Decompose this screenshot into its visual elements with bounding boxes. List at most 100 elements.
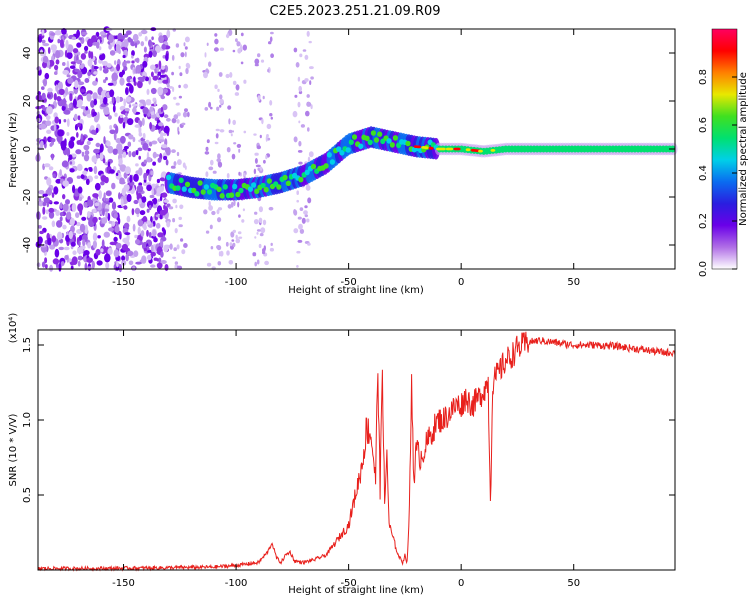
noise-blob — [114, 225, 120, 233]
noise-blob — [118, 192, 121, 200]
noise-blob — [84, 78, 90, 83]
noise-blob — [99, 54, 105, 61]
noise-blob — [260, 59, 265, 63]
noise-blob — [134, 42, 138, 49]
noise-blob — [148, 76, 152, 85]
snr-xlabel: Height of straight line (km) — [288, 585, 424, 596]
noise-blob — [152, 50, 157, 58]
noise-blob — [38, 35, 43, 43]
noise-blob — [141, 217, 147, 222]
noise-blob — [156, 187, 162, 195]
noise-blob — [210, 106, 213, 110]
noise-blob — [95, 127, 99, 133]
noise-blob — [60, 39, 64, 48]
noise-blob — [55, 178, 62, 184]
noise-blob — [153, 237, 158, 243]
noise-blob — [58, 119, 62, 124]
ridge-core — [373, 137, 380, 143]
noise-blob — [235, 238, 241, 244]
ridge-core — [348, 139, 354, 145]
noise-blob — [146, 156, 152, 163]
snr-multiplier: (x10⁴) — [8, 313, 19, 344]
noise-blob — [151, 36, 154, 41]
ridge-core — [251, 182, 257, 188]
noise-blob — [84, 45, 89, 52]
noise-blob — [63, 109, 71, 115]
noise-blob — [293, 209, 298, 216]
noise-blob — [107, 212, 111, 222]
noise-blob — [74, 79, 79, 89]
noise-blob — [47, 87, 53, 93]
noise-blob — [62, 194, 66, 200]
noise-blob — [152, 204, 158, 209]
ridge-core — [329, 159, 335, 165]
noise-blob — [37, 236, 43, 245]
noise-blob — [225, 73, 230, 79]
noise-blob — [107, 115, 112, 120]
noise-blob — [262, 95, 265, 100]
noise-blob — [217, 153, 221, 160]
noise-blob — [86, 140, 91, 146]
noise-blob — [124, 107, 130, 112]
noise-blob — [42, 78, 48, 87]
noise-blob — [226, 250, 230, 256]
noise-blob — [111, 96, 115, 104]
noise-blob — [83, 154, 90, 162]
noise-blob — [228, 118, 231, 125]
noise-blob — [152, 75, 159, 81]
noise-blob — [122, 61, 127, 68]
noise-blob — [304, 205, 308, 209]
noise-blob — [161, 185, 164, 192]
noise-blob — [160, 65, 165, 70]
noise-blob — [117, 217, 121, 225]
noise-blob — [172, 218, 176, 223]
noise-blob — [99, 66, 103, 71]
noise-blob — [58, 246, 65, 251]
noise-blob — [217, 161, 223, 168]
noise-blob — [66, 132, 70, 136]
ridge-core — [345, 147, 351, 153]
noise-blob — [72, 98, 77, 108]
noise-blob — [70, 61, 76, 65]
noise-blob — [132, 106, 137, 114]
noise-blob — [269, 247, 274, 252]
noise-blob — [99, 97, 103, 105]
noise-blob — [186, 111, 190, 118]
noise-blob — [256, 259, 260, 265]
spectrogram-y-ticks: -40 -20 0 20 40 — [22, 47, 675, 253]
noise-blob — [108, 34, 114, 44]
noise-blob — [184, 51, 187, 58]
noise-blob — [42, 61, 47, 69]
noise-blob — [56, 96, 62, 102]
noise-blob — [103, 136, 106, 145]
noise-blob — [66, 118, 70, 127]
noise-blob — [78, 99, 83, 107]
noise-blob — [254, 211, 258, 215]
noise-blob — [46, 129, 52, 134]
noise-blob — [97, 111, 100, 121]
noise-blob — [115, 96, 121, 104]
noise-blob — [72, 250, 77, 255]
noise-blob — [100, 181, 105, 186]
noise-blob — [51, 138, 56, 143]
noise-blob — [51, 153, 54, 161]
ridge-core — [181, 186, 187, 192]
noise-blob — [80, 53, 87, 60]
noise-blob — [166, 117, 171, 122]
noise-blob — [135, 239, 140, 245]
noise-blob — [94, 60, 97, 65]
noise-blob — [219, 104, 222, 108]
noise-blob — [134, 124, 141, 128]
noise-blob — [113, 131, 117, 141]
noise-blob — [217, 217, 222, 223]
noise-blob — [44, 264, 48, 269]
noise-blob — [243, 79, 247, 84]
noise-blob — [177, 130, 180, 135]
noise-blob — [41, 28, 45, 36]
noise-blob — [232, 49, 236, 53]
noise-blob — [87, 242, 92, 249]
noise-blob — [58, 88, 65, 96]
noise-blob — [131, 208, 135, 216]
noise-blob — [181, 122, 186, 126]
noise-blob — [109, 129, 116, 135]
